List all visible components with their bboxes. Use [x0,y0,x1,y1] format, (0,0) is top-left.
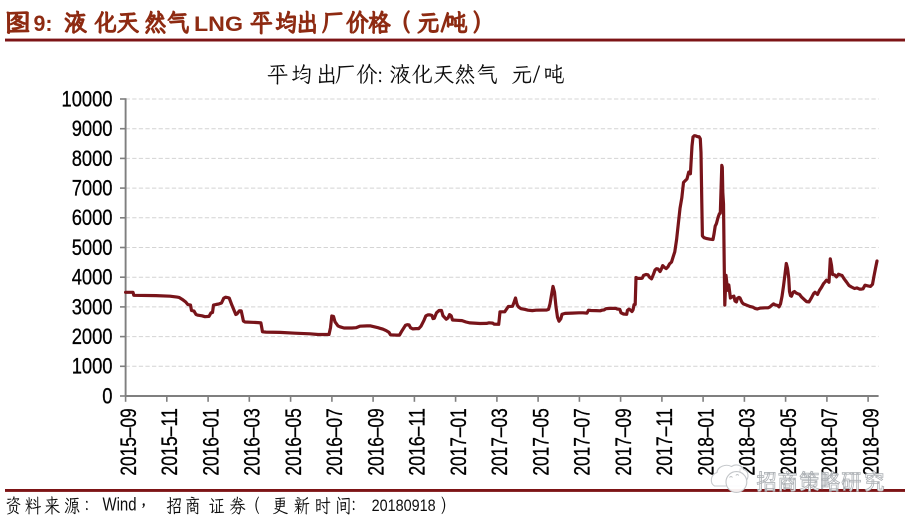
svg-text:10000: 10000 [62,86,113,111]
svg-text:4000: 4000 [72,265,113,290]
svg-text:2015–11: 2015–11 [157,408,182,475]
svg-text:2017–05: 2017–05 [528,408,553,475]
svg-text:2016–07: 2016–07 [322,408,347,475]
svg-text:5000: 5000 [72,235,113,260]
svg-text:6000: 6000 [72,205,113,230]
svg-text:2017–11: 2017–11 [652,408,677,475]
svg-text:3000: 3000 [72,294,113,319]
svg-text:1000: 1000 [72,354,113,379]
svg-text:2017–03: 2017–03 [487,408,512,475]
svg-text:2018–07: 2018–07 [817,408,842,475]
svg-text:LNG: LNG [194,12,243,36]
svg-text:2018–01: 2018–01 [693,408,718,475]
svg-text:20180918: 20180918 [372,496,436,515]
svg-text:7000: 7000 [72,176,113,201]
svg-text:2016–01: 2016–01 [198,408,223,475]
svg-text:2016–09: 2016–09 [363,408,388,475]
svg-text:2000: 2000 [72,324,113,349]
svg-text:2017–09: 2017–09 [611,408,636,475]
svg-text:2016–03: 2016–03 [240,408,265,475]
svg-text:9000: 9000 [72,116,113,141]
svg-text:Wind: Wind [103,494,137,515]
svg-text:2017–07: 2017–07 [570,408,595,475]
svg-text:2018–09: 2018–09 [858,408,883,475]
svg-text:2018–05: 2018–05 [776,408,801,475]
svg-text:8000: 8000 [72,146,113,171]
svg-text:0: 0 [102,383,112,408]
svg-text:2016–05: 2016–05 [281,408,306,475]
svg-text:9:: 9: [34,11,53,36]
svg-text:2018–03: 2018–03 [735,408,760,475]
svg-text:2015–09: 2015–09 [116,408,141,475]
svg-text:2017–01: 2017–01 [446,408,471,475]
svg-text:2016–11: 2016–11 [405,408,430,475]
